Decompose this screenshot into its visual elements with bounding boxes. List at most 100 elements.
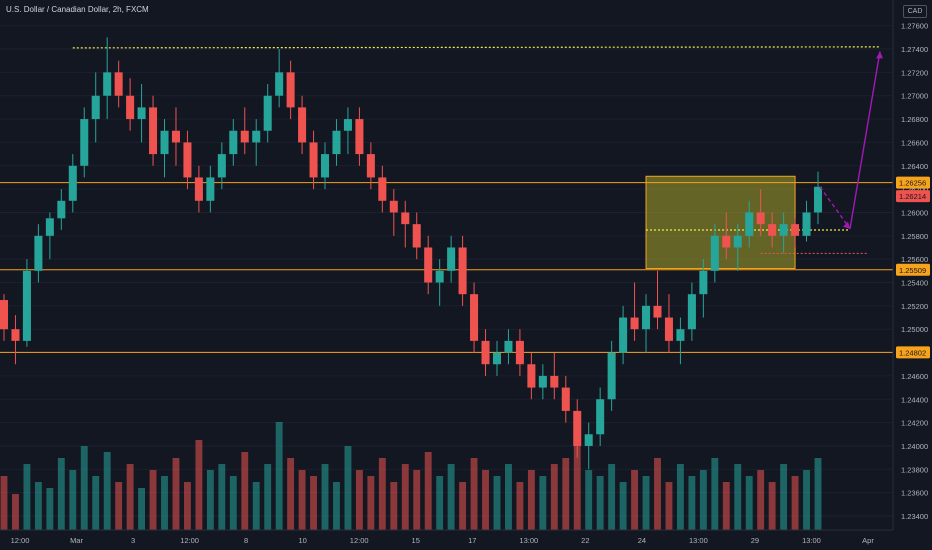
candle-body [114,72,123,96]
volume-bar [608,464,616,530]
volume-bar [34,482,42,530]
volume-bar [619,482,627,530]
level-price-tag: 1.25509 [899,266,926,275]
volume-bar [424,452,432,530]
volume-bar [0,476,8,530]
candle-body [756,212,765,225]
volume-bar [344,446,352,530]
volume-bar [401,464,409,530]
candle-body [561,387,570,411]
currency-button[interactable]: CAD [903,5,927,18]
level-price-tag-bg [896,176,930,189]
level-price-tag-bg [896,263,930,276]
volume-bar [676,464,684,530]
candle-body [91,95,100,120]
candle-body [538,375,547,388]
candle-body [309,142,318,178]
candle-body [642,305,651,330]
candle-body [584,434,593,446]
price-tags: 1.26256 1.25509 1.24802 1.26214 [896,176,930,359]
volume-bar [126,464,134,530]
volume-bar [688,476,696,530]
volume-bar [69,470,77,530]
volume-bar [585,470,593,530]
volume-bar [539,476,547,530]
price-tick-label: 1.25200 [901,302,928,311]
volume-bar [333,482,340,530]
time-tick-label: 17 [468,536,476,545]
time-axis: 12:00 Mar 3 12:00 8 10 12:00 15 17 13:00 22 24 13:00… [11,536,875,545]
candle-body [676,329,685,341]
dotted-level-line [72,46,881,49]
price-tick-label: 1.24400 [901,395,928,404]
volume-bar [791,476,799,530]
candle-body [332,130,341,155]
price-tick-label: 1.27600 [901,22,928,31]
time-tick-label: Mar [70,536,83,545]
candle-body [22,270,31,341]
candle-body [492,352,501,365]
candle-body [126,95,135,120]
volume-bar [287,458,295,530]
current-price-tag: 1.26214 [899,192,926,201]
volume-bar [596,476,604,530]
price-tick-label: 1.26000 [901,208,928,217]
price-tick-label: 1.27400 [901,45,928,54]
volume-bar [115,482,123,530]
volume-bar [57,458,65,530]
arrowhead-icon [843,221,850,229]
candle-body [515,340,524,365]
volume-bar [321,464,329,530]
volume-bar [172,458,180,530]
candle-body [573,410,582,446]
time-tick-label: 29 [751,536,759,545]
candle-body [447,247,456,271]
candle-body [745,212,754,236]
current-price-tag-bg [896,190,930,203]
time-tick-label: Apr [862,536,874,545]
time-tick-label: 15 [412,536,420,545]
volume-bar [493,476,501,530]
candle-body [34,235,43,271]
candle-body [229,130,238,155]
volume-bar [218,464,226,530]
volume-bar [711,458,719,530]
time-tick-label: 12:00 [180,536,199,545]
candle-body [550,375,559,388]
candle-body [103,72,112,96]
price-tick-label: 1.24000 [901,442,928,451]
arrowhead-icon [876,51,883,59]
candle-body [343,119,352,131]
candles [0,37,823,470]
level-price-tag: 1.24802 [899,348,926,357]
volume-bar [665,482,673,530]
candle-body [619,317,628,353]
candle-body [722,235,731,248]
time-tick-label: 13:00 [802,536,821,545]
volume-bar [378,458,386,530]
candle-body [355,119,364,155]
candle-body [607,352,616,400]
price-tick-label: 1.25800 [901,232,928,241]
volume-bar [298,470,306,530]
volume-bar [103,452,111,530]
volume-bar [355,470,363,530]
volume-bar [367,476,375,530]
candle-body [183,142,192,178]
candle-body [80,119,89,166]
candle-body [0,300,9,330]
volume-bar [757,470,765,530]
volume-bar [12,494,19,530]
candle-body [630,317,639,330]
candle-body [504,340,513,353]
volume-bar [310,476,317,530]
volume-bar [92,476,100,530]
volume-bar [23,464,31,530]
volume-bar [573,428,581,530]
volume-bar [642,476,650,530]
time-tick-label: 22 [581,536,589,545]
volume-bar [768,482,776,530]
volume-bar [206,470,214,530]
volume-bar [390,482,398,530]
